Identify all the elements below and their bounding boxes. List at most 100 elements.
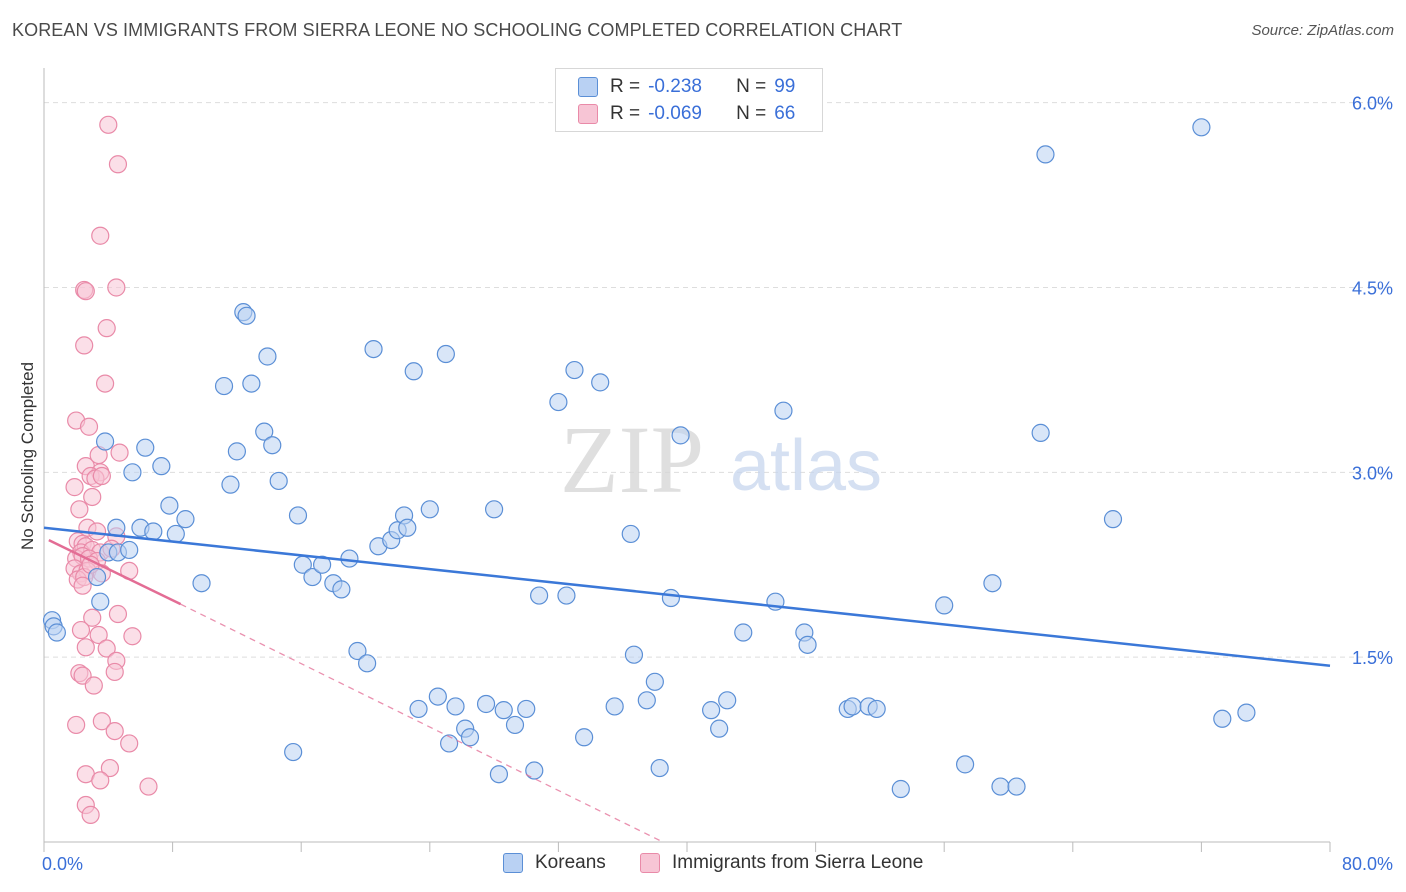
sierra-leone-point (65, 478, 84, 497)
korean-point (312, 555, 332, 574)
legend-r-value: -0.238 (648, 76, 702, 97)
korean-point (255, 422, 274, 441)
chart-title: KOREAN VS IMMIGRANTS FROM SIERRA LEONE N… (12, 20, 903, 40)
sierra-leone-point (91, 226, 110, 245)
legend-n-value: 66 (774, 103, 796, 124)
korean-point (557, 586, 576, 605)
korean-point (1007, 777, 1026, 796)
korean-point (409, 699, 428, 719)
korean-point (404, 362, 423, 381)
korean-point (303, 567, 322, 587)
series-koreans-points (42, 118, 1256, 799)
y-tick-label: 3.0% (1352, 463, 1393, 483)
korean-point (439, 734, 459, 753)
korean-point (237, 306, 256, 325)
korean-point (517, 699, 536, 719)
korean-point (489, 765, 509, 784)
korean-point (718, 691, 737, 710)
legend-item-koreans[interactable]: Koreans (503, 852, 606, 874)
sierra-leone-point (70, 500, 89, 519)
sierra-leone-point (67, 715, 86, 735)
sierra-leone-point (92, 466, 111, 486)
korean-point (192, 574, 211, 593)
korean-point (621, 524, 640, 544)
sierra-leone-trend-line (48, 538, 182, 606)
sierra-leone-point (81, 805, 100, 824)
axes (43, 68, 1331, 852)
sierra-leone-trend-extension (180, 603, 664, 843)
korean-point (269, 471, 288, 491)
sierra-leone-point (76, 282, 95, 301)
korean-point (436, 344, 455, 364)
korean-point (774, 401, 793, 420)
sierra-leone-point (76, 638, 95, 657)
korean-point (166, 524, 185, 544)
korean-point (494, 701, 513, 720)
korean-point (221, 475, 240, 494)
korean-point (671, 426, 690, 445)
watermark: ZIP atlas (560, 406, 882, 513)
sierra-leone-point (105, 662, 124, 682)
legend-n-value: 99 (774, 76, 796, 97)
legend-row-sierra-leone: R = -0.069 N = 66 (578, 102, 795, 126)
legend-n-label: N = (736, 103, 767, 124)
sierra-leone-point (123, 627, 142, 646)
legend-swatch-koreans (503, 853, 523, 873)
sierra-leone-point (84, 676, 103, 695)
korean-point (284, 742, 303, 762)
tick-labels: 1.5% 3.0% 4.5% 6.0% 0.0% 80.0% (42, 94, 1393, 874)
sierra-leone-point (107, 278, 126, 297)
sierra-leone-point (97, 319, 116, 338)
sierra-leone-point (73, 576, 92, 595)
korean-point (227, 442, 246, 461)
korean-point (364, 339, 383, 359)
source-label: Source: ZipAtlas.com (1251, 22, 1394, 39)
legend-swatch-sierra-leone (578, 104, 598, 124)
sierra-leone-point (75, 336, 94, 355)
korean-point (214, 376, 234, 396)
korean-point (136, 438, 155, 457)
korean-point (867, 699, 886, 719)
korean-point (710, 719, 729, 738)
korean-point (891, 779, 910, 799)
legend-row-koreans: R = -0.238 N = 99 (578, 75, 795, 99)
korean-point (935, 596, 954, 615)
legend-swatch-sierra-leone (640, 853, 660, 873)
series-legend: Koreans Immigrants from Sierra Leone (0, 852, 1406, 878)
korean-point (843, 697, 862, 716)
korean-point (661, 588, 681, 608)
korean-point (1192, 118, 1211, 137)
x-tick-label: 0.0% (42, 854, 83, 874)
y-tick-label: 6.0% (1352, 94, 1393, 114)
korean-point (650, 758, 669, 778)
korean-point (91, 592, 110, 611)
y-tick-label: 4.5% (1352, 278, 1393, 298)
korean-point (624, 645, 644, 664)
korean-point (702, 701, 721, 720)
korean-point (991, 777, 1010, 796)
sierra-leone-point (108, 604, 128, 624)
series-sierra-leone-points (65, 115, 158, 824)
sierra-leone-point (87, 522, 107, 541)
korean-point (530, 586, 549, 605)
sierra-leone-point (97, 639, 116, 658)
legend-label-sierra-leone: Immigrants from Sierra Leone (672, 852, 924, 873)
sierra-leone-point (91, 771, 110, 790)
korean-point (476, 694, 496, 714)
sierra-leone-point (100, 758, 120, 778)
sierra-leone-point (71, 620, 91, 640)
korean-point (1103, 510, 1123, 529)
watermark-atlas: atlas (730, 426, 882, 506)
legend-label-koreans: Koreans (535, 852, 606, 873)
legend-r-value: -0.069 (648, 103, 702, 124)
korean-point (87, 567, 107, 587)
korean-point (525, 761, 544, 780)
korean-point (152, 457, 171, 476)
koreans-trend-line (43, 526, 1331, 668)
korean-point (47, 623, 66, 642)
korean-point (575, 728, 594, 747)
legend-item-sierra-leone[interactable]: Immigrants from Sierra Leone (640, 852, 923, 874)
korean-point (123, 463, 142, 482)
legend-r-label: R = (610, 76, 641, 97)
